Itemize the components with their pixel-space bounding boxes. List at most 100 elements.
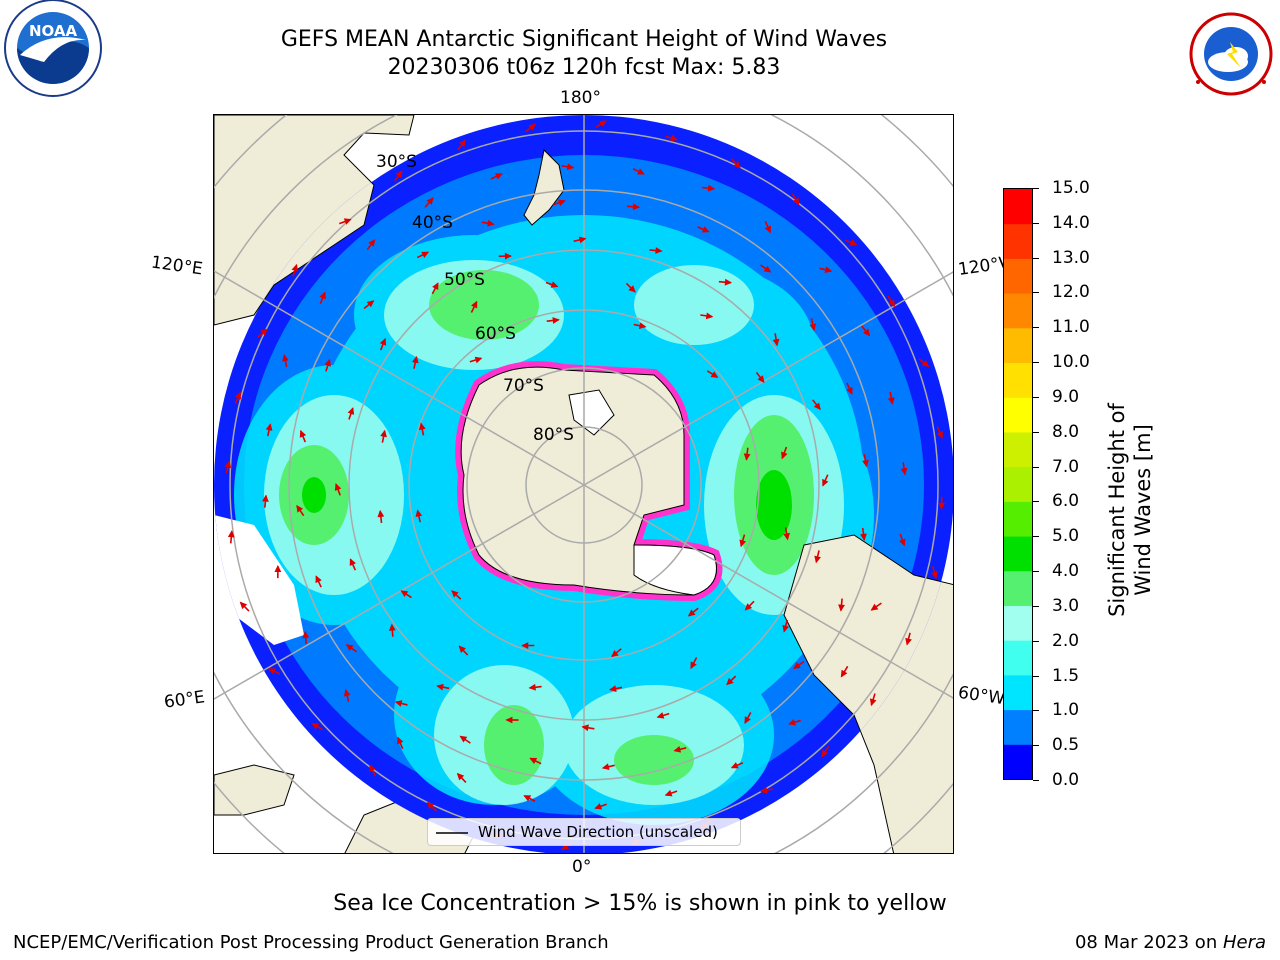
wind-wave-arrow xyxy=(394,170,403,182)
colorbar-segment xyxy=(1004,258,1032,294)
wind-wave-arrow xyxy=(470,300,478,313)
lat-label-30s: 30°S xyxy=(376,152,417,172)
wind-wave-arrow xyxy=(299,429,307,443)
wind-wave-arrow xyxy=(456,772,467,783)
wind-wave-arrow xyxy=(343,688,351,702)
lon-label-60w: 60°W xyxy=(956,682,1004,710)
legend-line-icon xyxy=(436,832,468,834)
colorbar-tick-mark xyxy=(1033,640,1039,642)
wind-wave-arrow xyxy=(731,158,741,169)
wind-wave-arrow xyxy=(363,300,375,310)
wind-wave-arrow xyxy=(282,353,289,368)
wind-wave-arrow xyxy=(739,534,747,548)
wind-wave-arrow xyxy=(838,598,845,612)
wind-wave-arrow xyxy=(397,736,404,749)
colorbar-tick-mark xyxy=(1033,396,1039,398)
wind-wave-arrow xyxy=(319,291,326,304)
wind-wave-arrow xyxy=(702,184,716,192)
footer-date-text: 08 Mar 2023 on xyxy=(1074,932,1223,953)
wind-wave-arrow xyxy=(268,668,281,675)
wind-wave-arrow xyxy=(436,683,450,691)
colorbar-tick-mark xyxy=(1033,571,1039,573)
wind-wave-arrow xyxy=(227,530,235,544)
sea-ice-note: Sea Ice Concentration > 15% is shown in … xyxy=(333,891,947,916)
graticule xyxy=(214,115,953,853)
wind-wave-arrow xyxy=(625,282,636,293)
wind-wave-arrow xyxy=(528,683,542,691)
colorbar-tick-mark xyxy=(1033,222,1039,224)
wind-wave-arrow xyxy=(764,221,771,234)
wind-wave-arrow xyxy=(324,358,331,372)
wind-wave-arrow xyxy=(673,746,687,753)
wind-wave-arrow xyxy=(379,337,387,351)
colorbar-segment xyxy=(1004,570,1032,606)
wind-wave-arrow xyxy=(936,426,943,439)
lon-label-120w-clip: 120°W xyxy=(956,240,1004,280)
colorbar-tick-label: 0.5 xyxy=(1052,735,1080,756)
wind-wave-arrow xyxy=(291,263,299,277)
wind-wave-arrow xyxy=(697,226,710,233)
wind-wave-arrow xyxy=(459,735,471,744)
wind-wave-arrow xyxy=(451,590,462,600)
wind-wave-arrow xyxy=(239,601,250,612)
nws-logo xyxy=(1178,12,1280,98)
wind-wave-arrow xyxy=(418,422,426,436)
wind-wave-arrow xyxy=(594,803,607,810)
polar-map xyxy=(213,114,954,854)
wind-wave-arrow xyxy=(369,764,377,777)
wind-wave-arrow xyxy=(411,355,419,369)
wind-wave-arrow xyxy=(905,632,912,646)
colorbar-tick-mark xyxy=(1033,536,1039,538)
colorbar-segment xyxy=(1004,674,1032,711)
noaa-logo-text: NOAA xyxy=(29,22,78,40)
wind-wave-arrow xyxy=(581,724,595,732)
colorbar xyxy=(1003,188,1033,780)
colorbar-segment xyxy=(1004,327,1032,364)
wind-wave-arrow xyxy=(388,623,396,637)
wind-wave-arrow xyxy=(347,407,355,420)
wind-wave-arrow xyxy=(525,123,537,133)
wind-wave-arrow xyxy=(561,163,575,171)
colorbar-segment xyxy=(1004,501,1032,537)
wind-wave-arrow xyxy=(315,575,322,588)
colorbar-tick-label: 12.0 xyxy=(1052,282,1090,303)
colorbar-tick-label: 3.0 xyxy=(1052,595,1080,616)
colorbar-tick-label: 1.5 xyxy=(1052,665,1080,686)
legend-label: Wind Wave Direction (unscaled) xyxy=(478,823,718,841)
colorbar-tick-label: 0.0 xyxy=(1052,770,1080,790)
footer-date: 08 Mar 2023 on Hera xyxy=(1075,932,1266,953)
wind-wave-arrow xyxy=(791,193,800,206)
colorbar-tick-mark xyxy=(1033,431,1039,433)
wind-wave-arrows xyxy=(224,120,946,850)
colorbar-tick-label: 5.0 xyxy=(1052,526,1080,547)
colorbar-tick-mark xyxy=(1033,501,1039,503)
wind-wave-arrow xyxy=(743,447,751,461)
colorbar-segment xyxy=(1004,709,1032,745)
wind-wave-arrow xyxy=(545,281,559,288)
colorbar-tick-mark xyxy=(1033,362,1039,364)
wind-wave-arrow xyxy=(274,564,282,579)
wind-wave-arrow xyxy=(632,168,645,175)
wind-wave-arrow xyxy=(900,462,908,476)
wind-wave-arrow xyxy=(349,558,357,571)
wind-wave-arrow xyxy=(690,657,698,670)
wind-wave-arrow xyxy=(380,429,387,443)
chart-title-line2: 20230306 t06z 120h fcst Max: 5.83 xyxy=(387,55,781,80)
wind-wave-arrow xyxy=(664,789,678,797)
wind-wave-arrow xyxy=(416,251,430,259)
colorbar-segment xyxy=(1004,293,1032,329)
wind-wave-arrow xyxy=(498,252,512,260)
wind-wave-arrow xyxy=(311,722,324,731)
wind-wave-arrow xyxy=(744,600,755,611)
colorbar-segment xyxy=(1004,431,1032,468)
colorbar-tick-label: 15.0 xyxy=(1052,178,1090,198)
wind-wave-arrow xyxy=(400,590,412,599)
wind-wave-arrow xyxy=(809,318,817,332)
wind-wave-arrow xyxy=(793,660,805,669)
lat-label-40s: 40°S xyxy=(412,213,453,233)
colorbar-tick-label: 14.0 xyxy=(1052,212,1090,233)
wind-wave-arrow xyxy=(899,533,906,547)
lon-label-120e: 120°E xyxy=(149,252,204,280)
wind-wave-arrow xyxy=(862,454,869,468)
wind-wave-arrow xyxy=(649,247,663,254)
